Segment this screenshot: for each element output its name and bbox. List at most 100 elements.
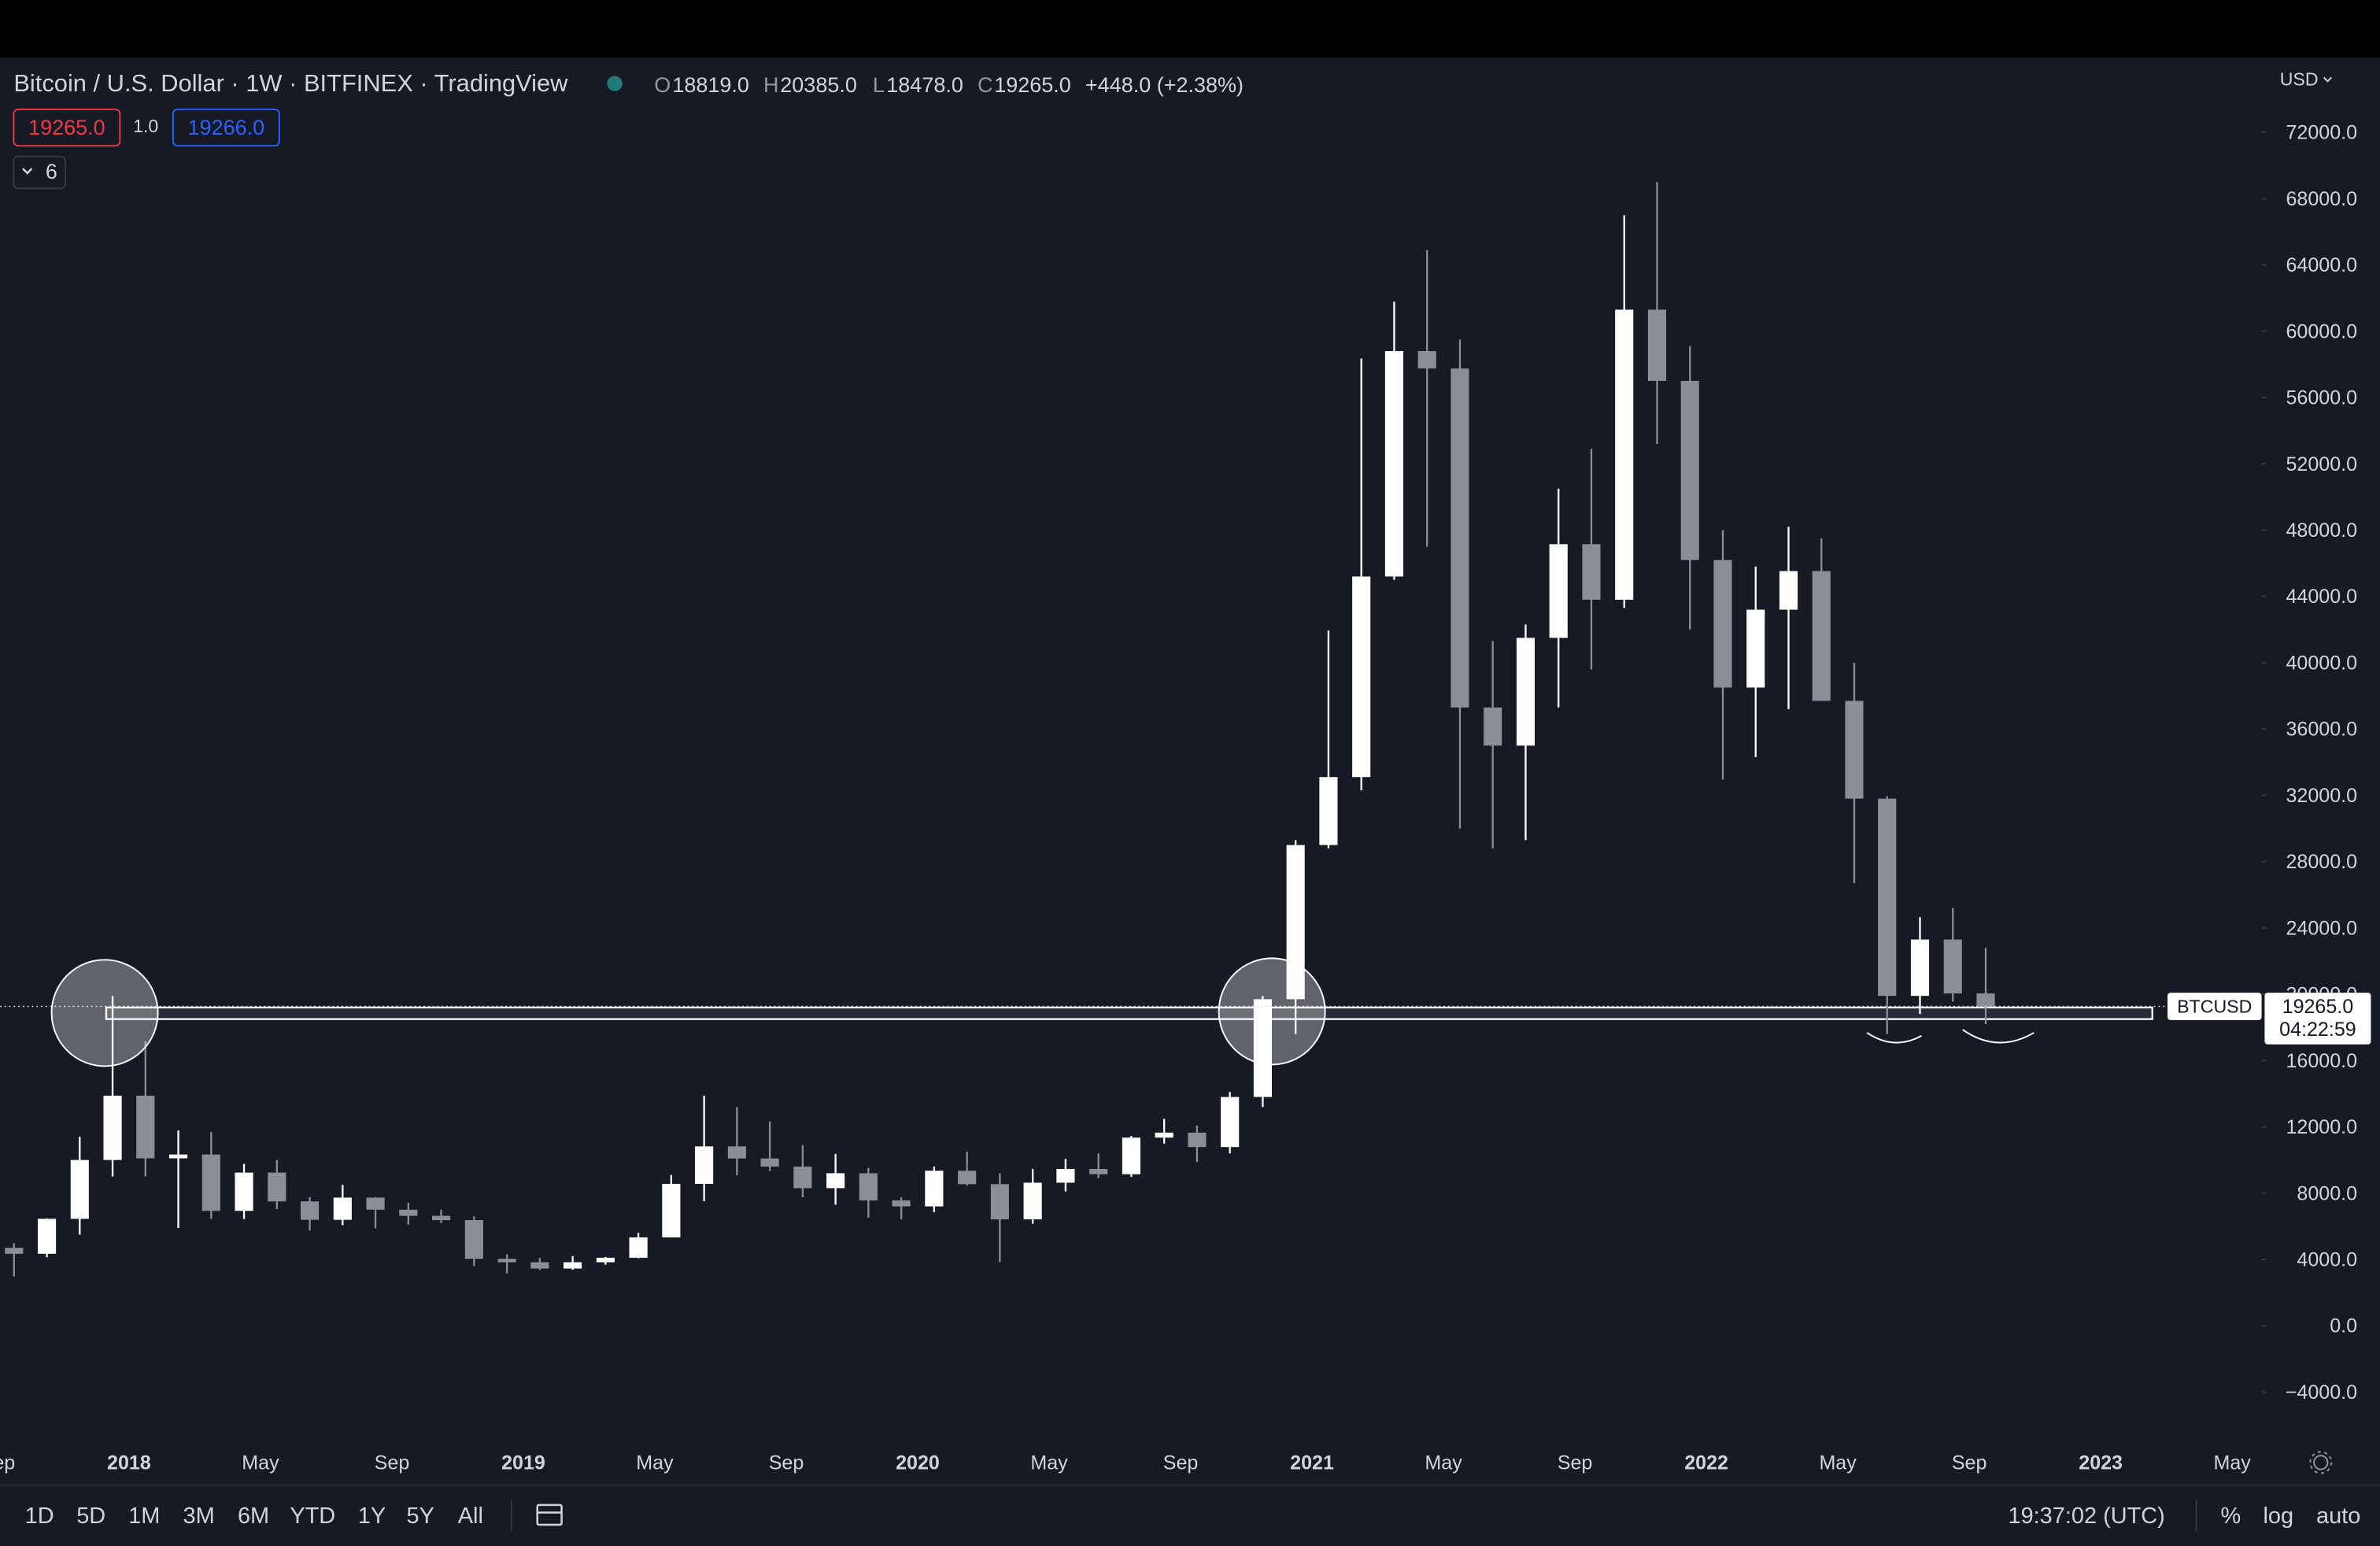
x-tick-label: 2019 [501,1452,545,1474]
candle-body [1746,609,1765,688]
candle-body [793,1167,812,1189]
x-tick-label: May [636,1452,674,1474]
x-tick-label: Sep [1558,1452,1593,1474]
auto-toggle[interactable]: auto [2316,1503,2360,1529]
currency[interactable]: USD [2280,68,2319,89]
candle-body [1582,544,1601,600]
candle-body [1352,576,1371,778]
candle-body [859,1173,878,1200]
indicator-toggle[interactable] [13,155,66,190]
candle-body [1516,638,1536,746]
y-tick-label: 72000.0 [2286,122,2357,144]
clock: 19:37:02 (UTC) [2009,1503,2165,1529]
highlight-circle [50,959,159,1067]
candle-body [1484,707,1502,746]
candle-body [925,1171,944,1207]
change: +448.0 (+2.38%) [1085,73,1244,97]
range-button[interactable]: 1M [128,1503,160,1529]
x-tick-label: Sep [1163,1452,1199,1474]
candle-body [1549,544,1568,638]
candle-body [1713,560,1732,688]
candle-body [464,1220,483,1259]
candle-body [1845,701,1864,799]
candle-body [1451,368,1469,708]
x-tick-label: 2021 [1290,1452,1334,1474]
range-button[interactable]: 1Y [358,1503,386,1529]
support-zone [105,1006,2153,1020]
candle-body [235,1172,253,1211]
candle-body [37,1219,57,1254]
range-button[interactable]: YTD [290,1503,335,1529]
y-tick-label: 48000.0 [2286,520,2357,542]
candle-body [1647,309,1667,381]
candle-body [201,1154,220,1211]
buy-price[interactable]: 19266.0 [188,116,265,139]
sell-price[interactable]: 19265.0 [28,116,105,139]
range-button[interactable]: 5D [76,1503,105,1529]
log-toggle[interactable]: log [2264,1503,2294,1529]
y-tick-label: 56000.0 [2286,387,2357,409]
y-tick-label: −4000.0 [2286,1381,2357,1404]
sell-button[interactable] [13,108,121,147]
candle-body [695,1146,714,1184]
x-tick-label: 2023 [2079,1452,2123,1474]
range-button[interactable]: 3M [183,1503,215,1529]
candle-body [760,1158,779,1167]
x-tick-label: 2018 [107,1452,151,1474]
market-status [607,76,623,91]
candle-body [1910,939,1930,997]
ohlc: O 18819.0 H 20385.0 L 18478.0 C 19265.0 … [654,73,1244,97]
currency-chevron [2323,76,2332,83]
settings-icon[interactable] [2309,1451,2333,1474]
candle-body [990,1184,1009,1219]
range-button[interactable]: All [458,1503,483,1529]
x-tick-label: Sep [1952,1452,1987,1474]
date-range-icon[interactable] [536,1503,563,1526]
h-value: 20385.0 [780,73,857,97]
y-tick-label: 12000.0 [2286,1116,2357,1138]
y-tick-label: 28000.0 [2286,851,2357,873]
percent-toggle[interactable]: % [2221,1503,2241,1529]
candle-body [1286,845,1305,1000]
candle-body [399,1209,418,1216]
candle-body [1155,1132,1173,1138]
plot-area [0,182,2262,1277]
symbol-label: BTCUSD [2177,997,2252,1017]
candle-body [1056,1168,1075,1183]
c-label: C [978,73,992,97]
candle-body [301,1201,320,1220]
x-tick-label: Sep [769,1452,804,1474]
price-badge [2264,993,2371,1045]
candle-body [564,1262,582,1269]
range-button[interactable]: 1D [25,1503,54,1529]
candle-body [826,1173,845,1189]
x-tick-label: May [1030,1452,1068,1474]
y-tick-label: 8000.0 [2297,1182,2357,1204]
range-button[interactable]: 5Y [407,1503,434,1529]
candle-body [5,1248,24,1254]
candle-body [1023,1182,1042,1219]
x-tick-label: May [1819,1452,1857,1474]
price-label: 19265.0 [2282,996,2354,1018]
h-label: H [763,73,778,97]
buy-button[interactable] [172,108,280,147]
candle-body [168,1154,188,1159]
y-tick-label: 32000.0 [2286,785,2357,807]
chevron-icon [22,168,33,175]
indicator-count[interactable]: 6 [46,160,57,183]
x-tick-label: May [1425,1452,1462,1474]
candle-body [366,1197,385,1210]
y-tick-label: 16000.0 [2286,1050,2357,1072]
range-button[interactable]: 6M [238,1503,269,1529]
candle-body [727,1146,746,1159]
top-bar [0,0,2380,58]
x-tick-label: May [242,1452,279,1474]
candle-body [1089,1168,1108,1174]
candle-body [662,1183,681,1237]
candle-body [596,1257,615,1263]
candle-body [1779,571,1798,610]
candle-body [629,1237,648,1258]
y-tick-label: 52000.0 [2286,453,2357,475]
